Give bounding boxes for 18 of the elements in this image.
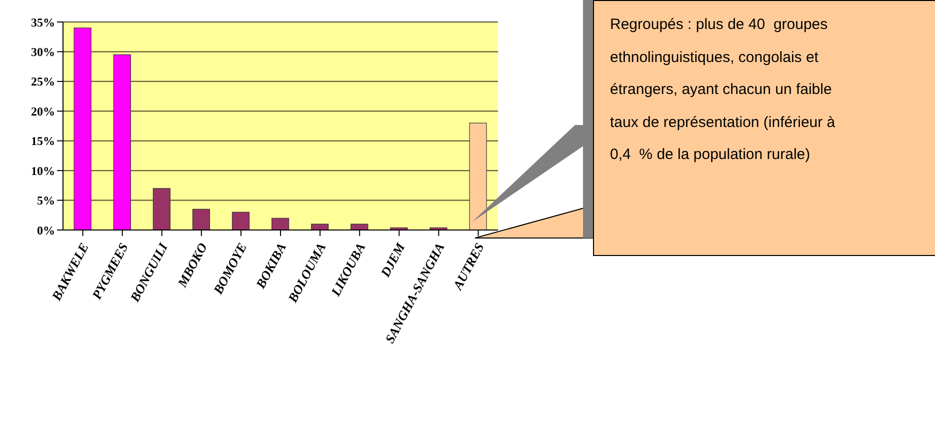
bar: [311, 224, 329, 230]
y-tick-label: 15%: [31, 134, 55, 148]
y-tick-label: 35%: [31, 15, 55, 30]
bar: [350, 224, 368, 230]
bar: [469, 122, 487, 230]
bar: [74, 28, 92, 230]
bar: [272, 218, 290, 230]
y-tick-label: 5%: [37, 194, 55, 208]
y-tick-label: 25%: [31, 74, 55, 89]
y-tick-label: 30%: [31, 44, 55, 59]
y-tick-label: 0%: [37, 223, 55, 238]
bar: [113, 54, 131, 230]
bar: [192, 208, 210, 230]
y-tick-label: 20%: [31, 104, 55, 118]
text: Regroupés : plus de 40 groupes ethnolinguistiques, congolais et étrangers, ayant chacun un faible taux de représentation (inférieur à 0,4 % de la population rurale): [610, 15, 836, 165]
bar: [152, 188, 170, 230]
bar: [232, 212, 250, 230]
y-tick-label: 10%: [31, 164, 55, 178]
